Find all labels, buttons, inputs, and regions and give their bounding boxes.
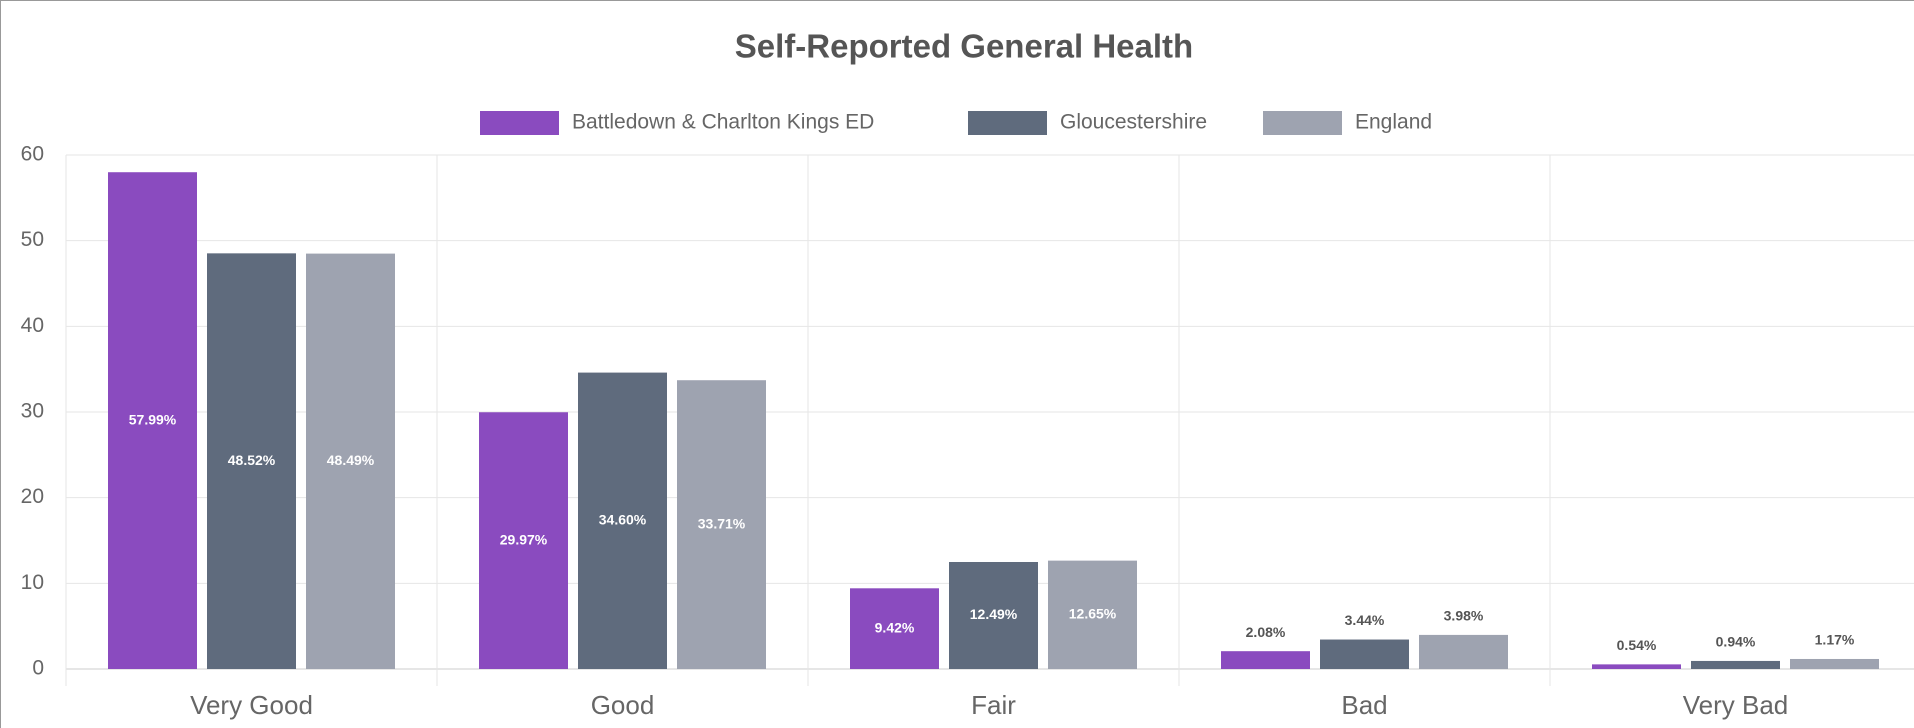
bar <box>1592 664 1681 669</box>
value-label: 34.60% <box>599 511 647 527</box>
value-label: 48.49% <box>327 452 375 468</box>
legend-label: England <box>1355 111 1432 134</box>
bar <box>578 372 667 669</box>
legend-swatch <box>480 111 559 135</box>
bar <box>850 588 939 669</box>
y-tick-label: 60 <box>21 143 44 166</box>
value-label: 3.98% <box>1444 608 1484 624</box>
bar <box>677 380 766 669</box>
bar <box>1221 651 1310 669</box>
value-label: 48.52% <box>228 452 276 468</box>
value-label: 29.97% <box>500 531 548 547</box>
bar <box>1320 639 1409 669</box>
legend-label: Battledown & Charlton Kings ED <box>572 111 874 134</box>
y-tick-label: 10 <box>21 571 44 594</box>
value-label: 12.49% <box>970 606 1018 622</box>
bar <box>949 562 1038 669</box>
legend-label: Gloucestershire <box>1060 111 1207 134</box>
x-tick-label: Good <box>591 690 655 720</box>
legend-swatch <box>1263 111 1342 135</box>
value-label: 3.44% <box>1345 612 1385 628</box>
value-label: 0.54% <box>1617 637 1657 653</box>
x-tick-label: Very Good <box>190 690 313 720</box>
bar <box>207 253 296 669</box>
bar <box>306 253 395 669</box>
bar <box>1419 634 1508 669</box>
value-label: 1.17% <box>1815 632 1855 648</box>
chart-title: Self-Reported General Health <box>735 28 1193 65</box>
bar <box>1691 660 1780 669</box>
value-label: 0.94% <box>1716 634 1756 650</box>
y-tick-label: 30 <box>21 400 44 423</box>
value-label: 9.42% <box>875 619 915 635</box>
y-tick-label: 0 <box>32 657 44 680</box>
value-label: 2.08% <box>1246 624 1286 640</box>
value-label: 12.65% <box>1069 606 1117 622</box>
y-tick-label: 50 <box>21 228 44 251</box>
x-tick-label: Fair <box>971 690 1016 720</box>
bar <box>479 412 568 669</box>
value-label: 33.71% <box>698 515 746 531</box>
y-tick-label: 20 <box>21 485 44 508</box>
bar <box>1790 658 1879 669</box>
bar <box>108 172 197 669</box>
bar <box>1048 560 1137 669</box>
x-tick-label: Very Bad <box>1683 690 1789 720</box>
y-tick-label: 40 <box>21 314 44 337</box>
legend-swatch <box>968 111 1047 135</box>
x-tick-label: Bad <box>1341 690 1387 720</box>
value-label: 57.99% <box>129 411 177 427</box>
